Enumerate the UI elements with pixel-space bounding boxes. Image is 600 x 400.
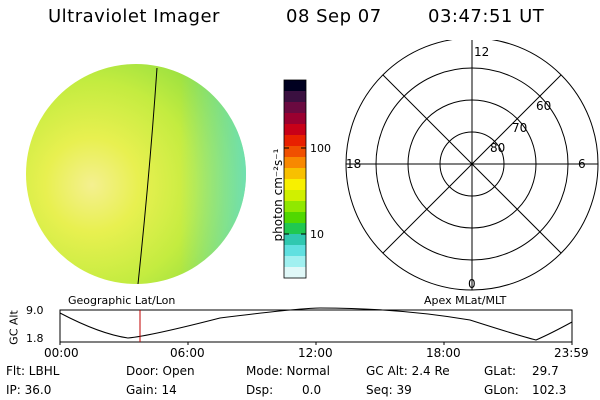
x-tick-1200: 12:00 bbox=[298, 346, 333, 360]
y-tick-top: 9.0 bbox=[26, 304, 44, 317]
colorbar-cell bbox=[284, 124, 306, 136]
flt-info: Flt: LBHL bbox=[6, 364, 60, 378]
mlt-label-6: 6 bbox=[578, 157, 586, 171]
colorbar-cell bbox=[284, 190, 306, 202]
x-tick-0600: 06:00 bbox=[170, 346, 205, 360]
timeline-left-label: Geographic Lat/Lon bbox=[68, 294, 176, 307]
mode-info: Mode: Normal bbox=[246, 364, 330, 378]
terminator-line bbox=[137, 67, 158, 285]
colorbar-cell bbox=[284, 245, 306, 257]
mlt-label-18: 18 bbox=[346, 157, 361, 171]
lat-label-70: 70 bbox=[512, 121, 527, 135]
disk-limb-glow bbox=[26, 64, 246, 284]
glon-info: GLon: bbox=[484, 383, 519, 397]
colorbar-cell bbox=[284, 179, 306, 191]
timeline-right-label: Apex MLat/MLT bbox=[424, 294, 507, 307]
time-label: 03:47:51 UT bbox=[428, 6, 545, 27]
colorbar-cell bbox=[284, 80, 306, 92]
orbit-timeline bbox=[59, 307, 573, 345]
colorbar-cell bbox=[284, 201, 306, 213]
x-tick-1800: 18:00 bbox=[426, 346, 461, 360]
colorbar-cell bbox=[284, 113, 306, 125]
colorbar-cell bbox=[284, 102, 306, 114]
earth-disk bbox=[26, 64, 246, 284]
gain-info: Gain: 14 bbox=[126, 383, 177, 397]
colorbar-cell bbox=[284, 234, 306, 246]
x-tick-0000: 00:00 bbox=[44, 346, 79, 360]
colorbar-cell bbox=[284, 267, 306, 279]
colorbar: 100 10 bbox=[283, 79, 331, 279]
app-title: Ultraviolet Imager bbox=[48, 6, 220, 27]
colorbar-tick-10: 10 bbox=[310, 228, 324, 241]
seq-info: Seq: 39 bbox=[366, 383, 412, 397]
colorbar-cell bbox=[284, 212, 306, 224]
colorbar-cell bbox=[284, 146, 306, 158]
colorbar-cell bbox=[284, 135, 306, 147]
colorbar-cell bbox=[284, 157, 306, 169]
glon-value: 102.3 bbox=[532, 383, 567, 397]
x-tick-2359: 23:59 bbox=[554, 346, 589, 360]
date-label: 08 Sep 07 bbox=[286, 6, 382, 27]
y-tick-bottom: 1.8 bbox=[26, 332, 44, 345]
door-info: Door: Open bbox=[126, 364, 195, 378]
colorbar-cell bbox=[284, 168, 306, 180]
dsp-value: 0.0 bbox=[302, 383, 322, 397]
glat-value: 29.7 bbox=[532, 364, 559, 378]
colorbar-unit-label: photon cm⁻²s⁻¹ bbox=[271, 148, 285, 242]
lat-label-60: 60 bbox=[536, 99, 551, 113]
polar-grid: 12 18 6 0 60 70 80 bbox=[345, 40, 599, 291]
gc-alt-info: GC Alt: 2.4 Re bbox=[366, 364, 450, 378]
mlt-label-0: 0 bbox=[468, 277, 476, 291]
dsp-info: Dsp: bbox=[246, 383, 274, 397]
glat-info: GLat: bbox=[484, 364, 517, 378]
colorbar-tick-100: 100 bbox=[310, 142, 331, 155]
gc-alt-axis-title: GC Alt bbox=[7, 310, 21, 345]
mlt-label-12: 12 bbox=[474, 45, 489, 59]
colorbar-cell bbox=[284, 223, 306, 235]
colorbar-cell bbox=[284, 91, 306, 103]
colorbar-cell bbox=[284, 256, 306, 268]
lat-label-80: 80 bbox=[490, 141, 505, 155]
ip-info: IP: 36.0 bbox=[6, 383, 52, 397]
